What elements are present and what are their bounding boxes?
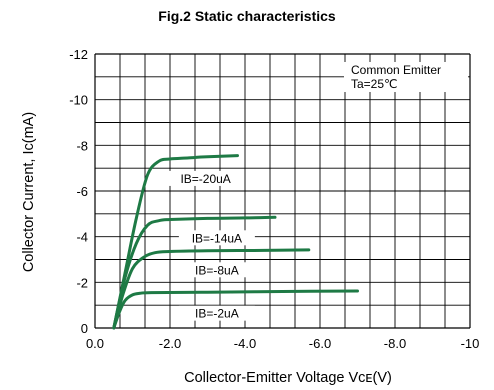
x-tick-label: 0.0 xyxy=(86,336,104,351)
y-tick-label: -8 xyxy=(76,138,88,153)
note-line-1: Common Emitter xyxy=(351,63,441,77)
x-tick-label: -10 xyxy=(461,336,480,351)
curve-label: IB=-14uA xyxy=(192,231,242,245)
axis-ticks: 0.0 -2.0 -4.0 -6.0 -8.0 -10 0 -2 -4 -6 -8 -10 -12 xyxy=(69,47,479,351)
y-tick-label: -2 xyxy=(76,275,88,290)
x-tick-label: -2.0 xyxy=(159,336,181,351)
grid xyxy=(94,53,471,329)
y-tick-label: 0 xyxy=(81,321,88,336)
legend-note: Common Emitter Ta=25℃ xyxy=(344,62,468,92)
y-tick-label: -4 xyxy=(76,230,88,245)
y-axis-label: Collector Current, Ic(mA) xyxy=(21,112,37,272)
y-tick-label: -6 xyxy=(76,184,88,199)
curve-line xyxy=(112,154,239,330)
x-tick-label: -4.0 xyxy=(234,336,256,351)
y-tick-label: -10 xyxy=(69,93,88,108)
curve-label: IB=-2uA xyxy=(195,307,239,321)
curve-label-background xyxy=(178,305,255,321)
curve-label-background xyxy=(167,170,244,186)
curve-label-background xyxy=(178,262,255,278)
x-axis-label: Collector-Emitter Voltage Vᴄᴇ(V) xyxy=(184,370,392,386)
note-background xyxy=(344,62,468,92)
x-tick-label: -8.0 xyxy=(384,336,406,351)
x-tick-label: -6.0 xyxy=(309,336,331,351)
curve-label: IB=-8uA xyxy=(195,263,239,277)
chart-title: Fig.2 Static characteristics xyxy=(158,8,336,24)
curve-line xyxy=(112,289,359,330)
note-line-2: Ta=25℃ xyxy=(351,77,398,91)
curve-label-background xyxy=(178,230,255,246)
curve-line xyxy=(112,248,311,330)
curve-line xyxy=(112,215,277,330)
curve-labels: IB=-20uA IB=-14uA IB=-8uA IB=-2uA xyxy=(167,170,255,321)
y-tick-label: -12 xyxy=(69,47,88,62)
curve-label: IB=-20uA xyxy=(180,172,230,186)
curves xyxy=(112,154,359,330)
